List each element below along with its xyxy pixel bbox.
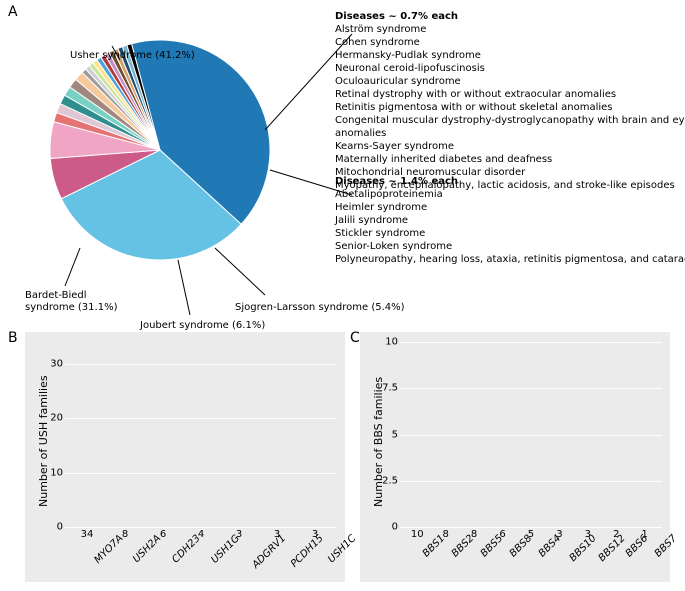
pie-label: Bardet-Biedl (25, 290, 87, 301)
legend-1-4-title: Diseases ~ 1.4% each (335, 175, 685, 188)
legend-1-4: Diseases ~ 1.4% each Abetalipoproteinemi… (335, 175, 685, 266)
legend-item: Retinitis pigmentosa with or without ske… (335, 101, 685, 114)
legend-item: Alström syndrome (335, 23, 685, 36)
legend-0-7-title: Diseases ~ 0.7% each (335, 10, 685, 23)
bar-chart-ush: Number of USH families 34864333 0102030 … (25, 332, 345, 582)
bar-chart-bbs: Number of BBS families 1088653321 02.557… (360, 332, 670, 582)
legend-item: Cohen syndrome (335, 36, 685, 49)
pie-chart-panel: Usher syndrome (41.2%) Bardet-Biedlsyndro… (20, 10, 660, 320)
panel-label-b: B (8, 330, 18, 346)
legend-item: Kearns-Sayer syndrome (335, 140, 685, 153)
pie-label: Sjogren-Larsson syndrome (5.4%) (235, 302, 405, 313)
legend-item: Abetalipoproteinemia (335, 188, 685, 201)
legend-item: Heimler syndrome (335, 201, 685, 214)
legend-0-7: Diseases ~ 0.7% each Alström syndromeCoh… (335, 10, 685, 192)
panel-label-c: C (350, 330, 360, 346)
legend-item: Oculoauricular syndrome (335, 75, 685, 88)
legend-item: Retinal dystrophy with or without extrao… (335, 88, 685, 101)
legend-item: Maternally inherited diabetes and deafne… (335, 153, 685, 166)
pie-chart (40, 30, 280, 270)
pie-label: Joubert syndrome (6.1%) (140, 320, 265, 331)
legend-item: Hermansky-Pudlak syndrome (335, 49, 685, 62)
legend-item: Jalili syndrome (335, 214, 685, 227)
legend-item: Neuronal ceroid-lipofuscinosis (335, 62, 685, 75)
legend-item: Stickler syndrome (335, 227, 685, 240)
legend-item: Polyneuropathy, hearing loss, ataxia, re… (335, 253, 685, 266)
pie-label: syndrome (31.1%) (25, 302, 117, 313)
legend-item: Congenital muscular dystrophy-dystroglyc… (335, 114, 685, 140)
legend-item: Senior-Loken syndrome (335, 240, 685, 253)
pie-label: Usher syndrome (41.2%) (70, 50, 195, 61)
panel-label-a: A (8, 4, 18, 20)
